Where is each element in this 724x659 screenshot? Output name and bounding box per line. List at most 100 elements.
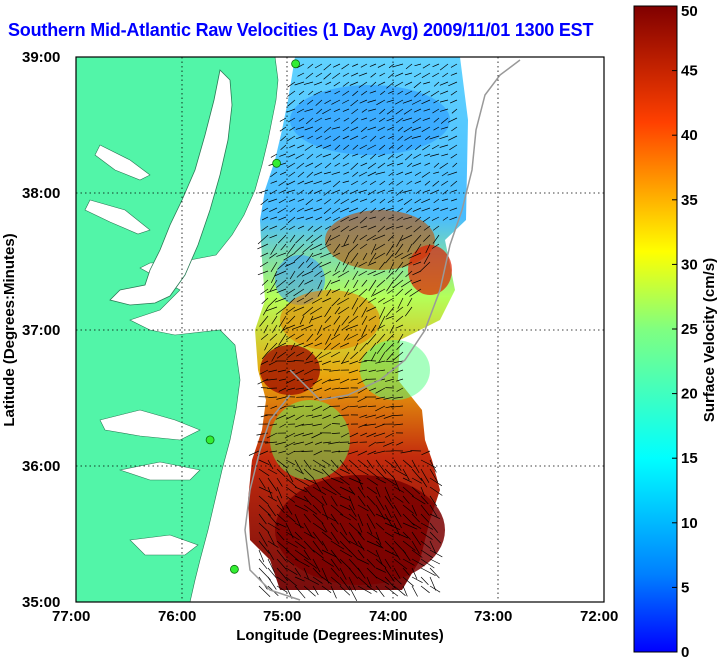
velocity-arrow xyxy=(393,522,401,536)
velocity-arrow xyxy=(379,180,386,186)
velocity-arrow xyxy=(306,171,314,178)
velocity-arrow xyxy=(288,279,296,286)
velocity-arrow xyxy=(433,171,440,174)
velocity-arrow xyxy=(441,153,449,157)
velocity-arrow xyxy=(400,450,413,454)
velocity-arrow xyxy=(450,153,458,159)
velocity-arrow xyxy=(341,243,350,248)
velocity-arrow xyxy=(377,81,386,86)
velocity-arrow xyxy=(366,558,376,568)
velocity-arrow xyxy=(268,360,278,366)
velocity-arrow xyxy=(366,531,380,541)
velocity-arrow xyxy=(285,333,296,341)
velocity-arrow xyxy=(386,243,395,256)
velocity-arrow xyxy=(276,396,287,400)
velocity-arrow xyxy=(276,495,285,511)
velocity-arrow xyxy=(312,576,323,584)
velocity-arrow xyxy=(278,180,287,186)
velocity-arrow xyxy=(285,486,297,495)
velocity-arrow xyxy=(319,243,332,251)
velocity-arrow xyxy=(357,333,368,342)
station-marker xyxy=(205,435,215,445)
velocity-arrow xyxy=(447,117,458,123)
velocity-arrow xyxy=(314,351,323,360)
velocity-arrow xyxy=(348,216,359,221)
velocity-arrow xyxy=(404,288,413,296)
velocity-arrow xyxy=(368,369,377,372)
velocity-arrow xyxy=(267,342,278,353)
velocity-arrow xyxy=(407,162,413,168)
velocity-arrow xyxy=(275,441,287,445)
velocity-arrow xyxy=(366,432,377,438)
velocity-arrow xyxy=(267,477,278,492)
velocity-arrow xyxy=(303,486,314,498)
velocity-arrow xyxy=(321,378,332,384)
velocity-arrow xyxy=(264,342,269,351)
velocity-arrow xyxy=(393,63,404,68)
velocity-arrow xyxy=(367,261,377,266)
velocity-arrow xyxy=(341,324,350,331)
velocity-arrow xyxy=(404,306,413,317)
velocity-arrow xyxy=(379,198,386,204)
velocity-arrow xyxy=(439,135,449,140)
velocity-arrow xyxy=(279,117,287,122)
velocity-arrow xyxy=(376,279,386,288)
velocity-arrow xyxy=(267,549,275,560)
velocity-arrow xyxy=(342,180,350,183)
velocity-arrow xyxy=(303,297,314,304)
velocity-arrow xyxy=(340,225,350,232)
velocity-arrow xyxy=(386,108,395,115)
velocity-arrow xyxy=(276,513,286,523)
velocity-arrow xyxy=(423,189,431,193)
velocity-arrow xyxy=(287,90,296,97)
velocity-arrow xyxy=(420,576,429,586)
velocity-arrow xyxy=(263,324,269,334)
velocity-arrow xyxy=(343,171,350,175)
velocity-arrow xyxy=(328,441,341,445)
velocity-arrow xyxy=(374,423,386,429)
velocity-arrow xyxy=(278,216,287,221)
velocity-arrow xyxy=(441,180,449,186)
velocity-arrow xyxy=(395,153,404,159)
velocity-arrow xyxy=(422,216,431,223)
velocity-arrow xyxy=(432,207,440,211)
velocity-arrow xyxy=(297,198,305,202)
velocity-arrow xyxy=(413,81,422,89)
velocity-arrow xyxy=(374,243,386,251)
velocity-arrow xyxy=(384,531,394,538)
velocity-arrow xyxy=(366,333,377,345)
velocity-arrow xyxy=(294,567,302,577)
velocity-arrow xyxy=(440,117,449,124)
velocity-arrow xyxy=(324,234,332,246)
velocity-arrow xyxy=(370,324,377,333)
velocity-arrow xyxy=(285,513,296,523)
velocity-arrow xyxy=(360,162,368,167)
velocity-arrow xyxy=(276,288,287,294)
velocity-arrow xyxy=(348,540,365,550)
velocity-arrow xyxy=(432,180,440,187)
velocity-arrow xyxy=(285,297,296,307)
velocity-arrow xyxy=(293,360,305,362)
velocity-arrow xyxy=(286,135,296,142)
velocity-arrow xyxy=(341,63,350,70)
velocity-arrow xyxy=(342,81,350,87)
velocity-arrow xyxy=(270,171,278,178)
velocity-arrow xyxy=(294,549,309,560)
velocity-arrow xyxy=(420,531,433,540)
velocity-arrow xyxy=(278,450,287,454)
velocity-arrow xyxy=(375,567,386,573)
velocity-arrow xyxy=(330,513,339,525)
velocity-arrow xyxy=(330,477,344,484)
velocity-arrow xyxy=(368,387,377,392)
velocity-arrow xyxy=(351,297,359,310)
velocity-arrow xyxy=(369,153,377,160)
velocity-arrow xyxy=(260,288,269,295)
velocity-arrow xyxy=(396,162,404,166)
velocity-arrow xyxy=(316,108,323,115)
velocity-arrow xyxy=(289,270,296,280)
velocity-arrow xyxy=(396,189,404,196)
velocity-arrow xyxy=(393,459,402,471)
velocity-arrow xyxy=(347,288,359,296)
velocity-arrow xyxy=(289,207,296,213)
velocity-arrow xyxy=(276,576,286,584)
